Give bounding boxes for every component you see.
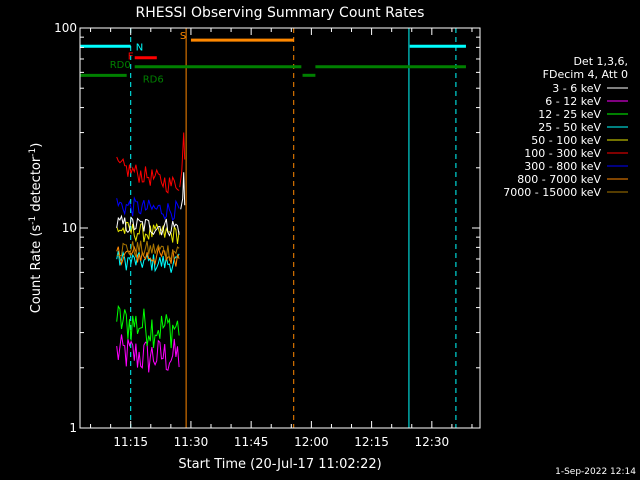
x-tick-label-1115: 11:15 <box>113 435 148 449</box>
legend-label-12-25keV: 12 - 25 keV <box>538 108 601 121</box>
y-axis-label-end: ) <box>29 143 44 148</box>
spike-trace-3-6-kev <box>180 172 186 210</box>
spike-trace-100-300-kev <box>179 132 186 188</box>
legend-label-6-12keV: 6 - 12 keV <box>545 95 601 108</box>
footer-date: 1-Sep-2022 12:14 <box>555 467 636 477</box>
series-trace-6-12keV-segment-1 <box>116 334 180 373</box>
flag-label-n: N <box>136 42 143 53</box>
flag-label-rd0: RD0 <box>110 60 131 71</box>
legend-header-line-2: FDecim 4, Att 0 <box>543 68 628 81</box>
flag-label-f: F <box>128 52 134 63</box>
flag-label-rd6: RD6 <box>143 74 164 85</box>
series-trace-50-100keV-segment-1 <box>116 221 180 244</box>
x-axis-label: Start Time (20-Jul-17 11:02:22) <box>178 457 381 472</box>
legend-label-800-7000keV: 800 - 7000 keV <box>517 173 601 186</box>
x-tick-label-1215: 12:15 <box>354 435 389 449</box>
y-axis-label-mid: detector <box>29 156 44 216</box>
legend-label-3-6keV: 3 - 6 keV <box>552 82 601 95</box>
y-axis-label-main: Count Rate (s <box>29 225 44 314</box>
y-axis-label: Count Rate (s-1 detector-1) <box>28 143 44 314</box>
series-trace-300-800keV-segment-1 <box>116 196 180 222</box>
legend-label-100-300keV: 100 - 300 keV <box>524 147 601 160</box>
y-tick-label-100: 100 <box>54 21 77 35</box>
series-trace-3-6keV-segment-1 <box>116 214 180 237</box>
chart-title: RHESSI Observing Summary Count Rates <box>136 5 425 21</box>
x-tick-label-1145: 11:45 <box>234 435 269 449</box>
legend-label-50-100keV: 50 - 100 keV <box>531 134 601 147</box>
chart-plot-marks: NF S RD0 RD6 <box>80 28 466 428</box>
flag-label-s: S <box>180 31 186 42</box>
x-tick-label-1200: 12:00 <box>294 435 329 449</box>
y-tick-label-1: 1 <box>69 421 77 435</box>
x-tick-label-1230: 12:30 <box>415 435 450 449</box>
legend-label-300-800keV: 300 - 800 keV <box>524 160 601 173</box>
x-tick-label-1130: 11:30 <box>174 435 209 449</box>
series-trace-12-25keV-segment-1 <box>116 304 180 349</box>
y-tick-label-10: 10 <box>62 221 77 235</box>
legend-label-25-50keV: 25 - 50 keV <box>538 121 601 134</box>
chart-axes: 11:15 11:30 11:45 12:00 12:15 12:30 1 10 100 <box>54 21 481 449</box>
legend-label-7000-15000keV: 7000 - 15000 keV <box>503 186 601 199</box>
legend-header-line-1: Det 1,3,6, <box>573 55 628 68</box>
series-trace-7000-15000keV-segment-1 <box>116 240 180 262</box>
series-trace-25-50keV-segment-1 <box>116 250 180 273</box>
series-trace-100-300keV-segment-1 <box>116 156 180 194</box>
y-axis-label-sup1: -1 <box>28 216 38 225</box>
y-axis-label-sup2: -1 <box>28 148 38 157</box>
